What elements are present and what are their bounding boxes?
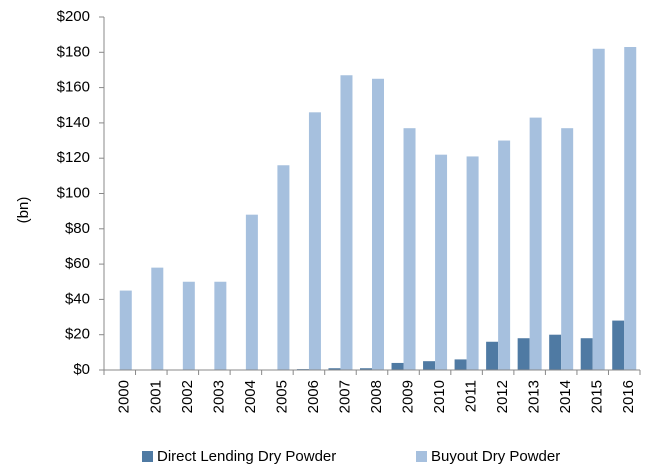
y-tick-label: $20 xyxy=(65,326,90,343)
x-tick-label: 2009 xyxy=(399,380,416,413)
bar xyxy=(580,338,593,370)
bar xyxy=(391,362,404,370)
bar xyxy=(214,281,227,370)
y-tick-label: $80 xyxy=(65,220,90,237)
y-tick-label: $60 xyxy=(65,255,90,272)
x-tick-label: 2011 xyxy=(463,380,480,412)
x-tick-label: 2005 xyxy=(273,380,290,413)
bar xyxy=(612,320,625,370)
x-tick-label: 2015 xyxy=(589,380,606,413)
bar xyxy=(308,112,321,370)
bar xyxy=(517,338,530,370)
bar xyxy=(549,334,562,370)
bar xyxy=(592,48,605,371)
bar xyxy=(561,128,574,370)
bar xyxy=(454,359,467,370)
bar xyxy=(245,214,258,370)
x-tick-label: 2013 xyxy=(526,380,543,413)
bar xyxy=(529,117,542,370)
bar xyxy=(435,154,448,370)
bar xyxy=(372,78,384,371)
bar xyxy=(403,128,416,370)
y-tick-label: $120 xyxy=(57,149,90,166)
x-tick-label: 2014 xyxy=(557,380,574,413)
y-tick-label: $180 xyxy=(57,43,90,60)
legend-label: Buyout Dry Powder xyxy=(431,448,560,465)
y-tick-label: $40 xyxy=(65,290,90,307)
x-tick-label: 2012 xyxy=(494,380,511,413)
bar xyxy=(624,47,637,370)
x-tick-label: 2007 xyxy=(336,380,353,413)
x-tick-label: 2003 xyxy=(210,380,227,413)
legend-swatch xyxy=(416,451,427,462)
x-tick-label: 2006 xyxy=(305,380,322,413)
bar xyxy=(182,281,195,370)
bar xyxy=(277,165,290,370)
y-tick-label: $200 xyxy=(57,8,90,25)
bar xyxy=(340,75,353,371)
bar xyxy=(486,341,499,370)
legend-label: Direct Lending Dry Powder xyxy=(157,448,336,465)
y-tick-label: $0 xyxy=(73,361,90,378)
x-tick-label: 2010 xyxy=(431,380,448,413)
bar xyxy=(151,267,164,370)
x-tick-label: 2008 xyxy=(368,380,385,413)
y-tick-label: $140 xyxy=(57,114,90,131)
bar xyxy=(328,368,341,370)
legend-swatch xyxy=(142,451,153,462)
bar xyxy=(119,290,132,370)
bar xyxy=(466,156,479,370)
bar xyxy=(360,368,372,370)
x-tick-label: 2016 xyxy=(620,380,637,413)
x-tick-label: 2001 xyxy=(147,380,164,413)
bar xyxy=(498,140,511,370)
y-axis-label: (bn) xyxy=(15,197,32,224)
y-tick-label: $160 xyxy=(57,79,90,96)
y-tick-label: $100 xyxy=(57,184,90,201)
x-tick-label: 2004 xyxy=(242,380,259,413)
x-tick-label: 2000 xyxy=(116,380,133,413)
bar xyxy=(423,361,436,370)
x-tick-label: 2002 xyxy=(179,380,196,413)
